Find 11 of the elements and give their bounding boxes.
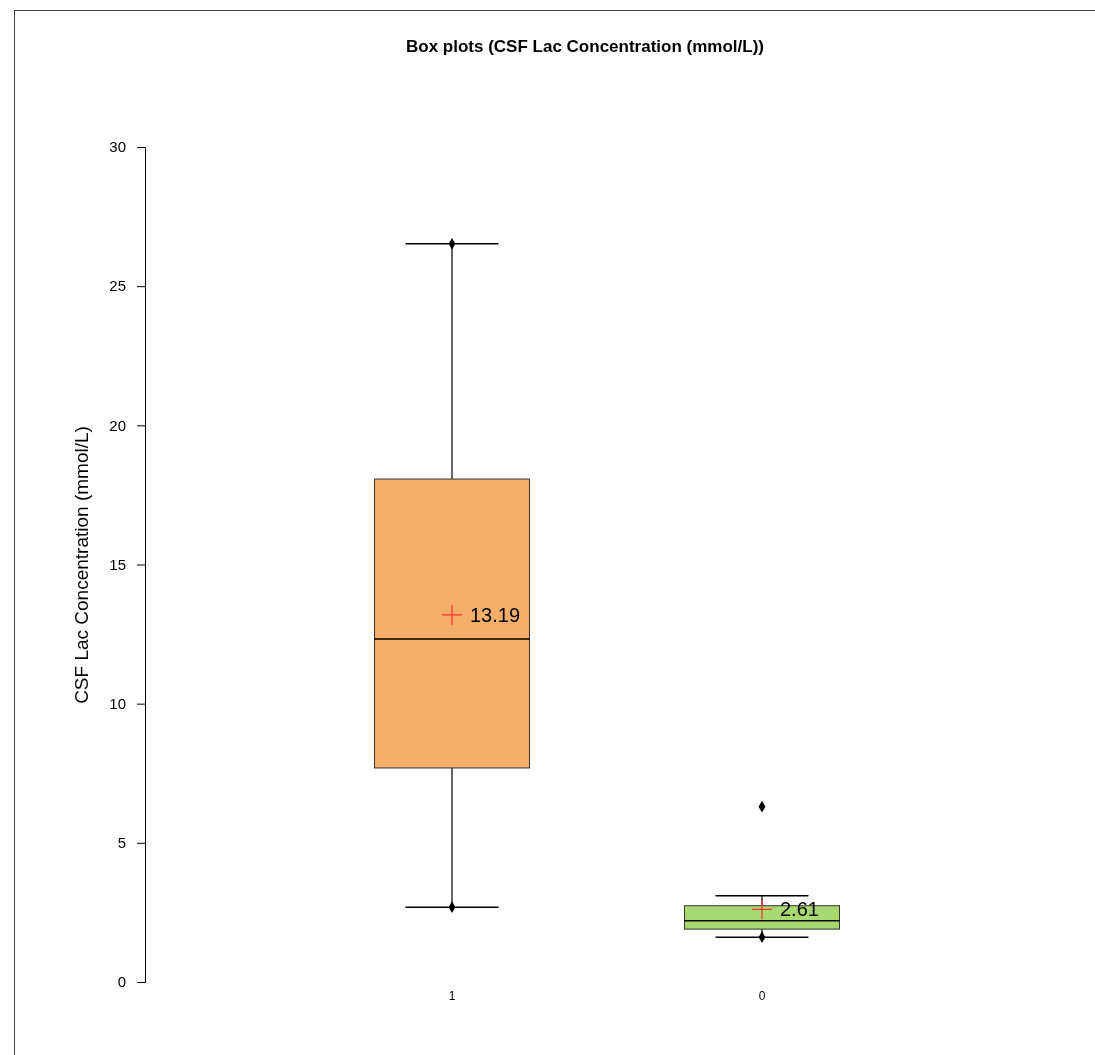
x-tick-label: 1 xyxy=(448,988,456,1003)
y-tick-label: 0 xyxy=(117,973,126,991)
annotation: 13.19 xyxy=(470,603,521,626)
y-tick-label: 5 xyxy=(117,834,126,852)
y-tick-label: 25 xyxy=(109,277,126,295)
y-tick-label: 30 xyxy=(109,138,126,156)
y-tick-label: 10 xyxy=(109,694,126,712)
y-axis-title: CSF Lac Concentration (mmol/L) xyxy=(71,426,92,704)
chart-title: Box plots (CSF Lac Concentration (mmol/L)) xyxy=(406,37,764,56)
y-tick-label: 15 xyxy=(109,555,126,573)
y-tick-label: 20 xyxy=(109,416,126,434)
